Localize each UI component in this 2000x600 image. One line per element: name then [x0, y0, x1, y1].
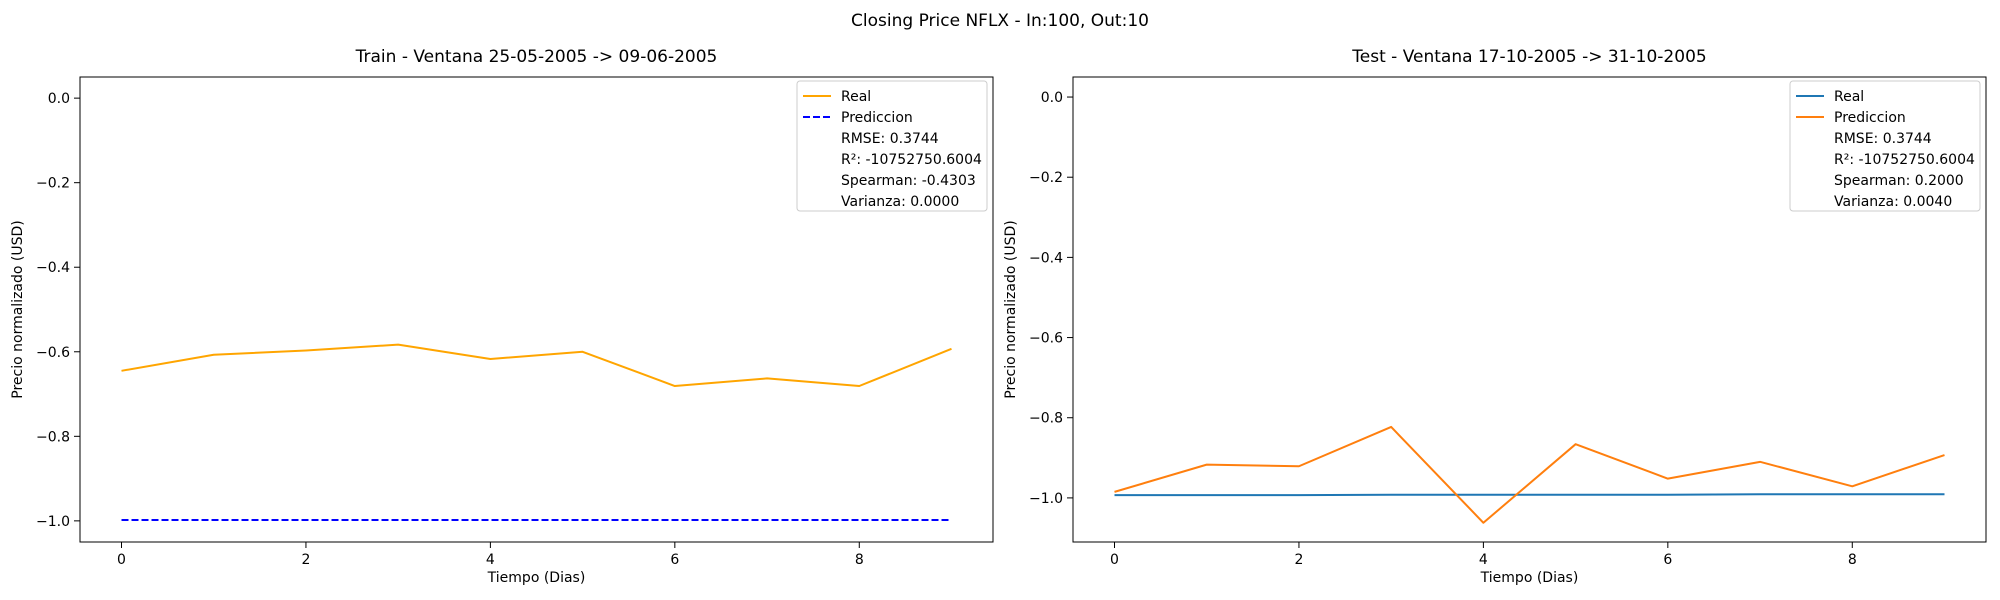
chart-1-x-tick-label: 6	[1663, 552, 1672, 568]
chart-0-x-axis-label: Tiempo (Dias)	[487, 570, 586, 586]
chart-1-y-tick-label: −0.8	[1029, 411, 1063, 427]
chart-0-title: Train - Ventana 25-05-2005 -> 09-06-2005	[355, 47, 718, 67]
chart-0-x-tick-label: 8	[855, 552, 864, 568]
chart-0-legend-metric: Spearman: -0.4303	[841, 173, 976, 189]
chart-0-y-tick-label: −0.8	[36, 429, 70, 445]
chart-1-legend-metric: Spearman: 0.2000	[1834, 173, 1964, 189]
chart-0-x-tick-label: 6	[670, 552, 679, 568]
chart-1-legend: Real Prediccion RMSE: 0.3744 R²: -10752750.…	[1789, 80, 1981, 212]
chart-0-x-tick-label: 4	[486, 552, 495, 568]
chart-0-y-tick-label: −1.0	[36, 514, 70, 530]
chart-0-axes-frame	[79, 76, 994, 543]
chart-1-title: Test - Ventana 17-10-2005 -> 31-10-2005	[1351, 47, 1706, 67]
chart-1-axes-frame	[1072, 76, 1987, 543]
chart-1-series-line-prediccion	[1114, 425, 1945, 524]
chart-1-y-axis-label: Precio normalizado (USD)	[1003, 220, 1019, 398]
chart-0-y-tick-label: 0.0	[48, 91, 70, 107]
chart-1-x-tick-label: 2	[1294, 552, 1303, 568]
chart-1-y-tick-label: −0.4	[1029, 250, 1063, 266]
chart-0-x-tick-label: 0	[117, 552, 126, 568]
chart-1-series-line-real	[1114, 493, 1945, 497]
chart-0-legend-box	[796, 80, 988, 212]
chart-0-y-axis-label: Precio normalizado (USD)	[10, 220, 26, 398]
chart-1-series-lines	[1114, 425, 1945, 524]
chart-1-legend-metric: RMSE: 0.3744	[1834, 131, 1932, 147]
chart-1-legend-box	[1789, 80, 1981, 212]
chart-0-legend-metric: R²: -10752750.6004	[841, 152, 982, 168]
chart-0-legend-entry: Prediccion	[841, 110, 913, 126]
test-chart-panel: Test - Ventana 17-10-2005 -> 31-10-2005 0…	[1003, 47, 1987, 586]
chart-1-legend-entry: Real	[1834, 89, 1864, 105]
chart-1-y-tick-label: −1.0	[1029, 491, 1063, 507]
chart-1-legend-entry: Prediccion	[1834, 110, 1906, 126]
chart-1-y-tick-label: −0.2	[1029, 170, 1063, 186]
chart-0-series-line-real	[121, 343, 952, 388]
chart-1-x-tick-label: 4	[1479, 552, 1488, 568]
chart-1-y-tick-label: 0.0	[1041, 90, 1063, 106]
chart-0-legend-metric: RMSE: 0.3744	[841, 131, 939, 147]
chart-1-y-tick-label: −0.6	[1029, 331, 1063, 347]
chart-0-y-tick-label: −0.4	[36, 260, 70, 276]
chart-0-legend-metric: Varianza: 0.0000	[841, 194, 959, 210]
chart-0-y-tick-label: −0.2	[36, 176, 70, 192]
figure-title: Closing Price NFLX - In:100, Out:10	[851, 11, 1149, 31]
train-chart-panel: Train - Ventana 25-05-2005 -> 09-06-2005…	[10, 47, 994, 586]
chart-1-x-tick-label: 8	[1848, 552, 1857, 568]
chart-1-legend-metric: Varianza: 0.0040	[1834, 194, 1952, 210]
chart-0-legend-entry: Real	[841, 89, 871, 105]
chart-0-legend: Real Prediccion RMSE: 0.3744 R²: -10752750.…	[796, 80, 988, 212]
chart-1-legend-metric: R²: -10752750.6004	[1834, 152, 1975, 168]
chart-1-x-tick-label: 0	[1110, 552, 1119, 568]
chart-0-x-tick-label: 2	[301, 552, 310, 568]
chart-0-series-lines	[121, 343, 952, 522]
chart-1-x-axis-label: Tiempo (Dias)	[1480, 570, 1579, 586]
chart-0-y-tick-label: −0.6	[36, 345, 70, 361]
